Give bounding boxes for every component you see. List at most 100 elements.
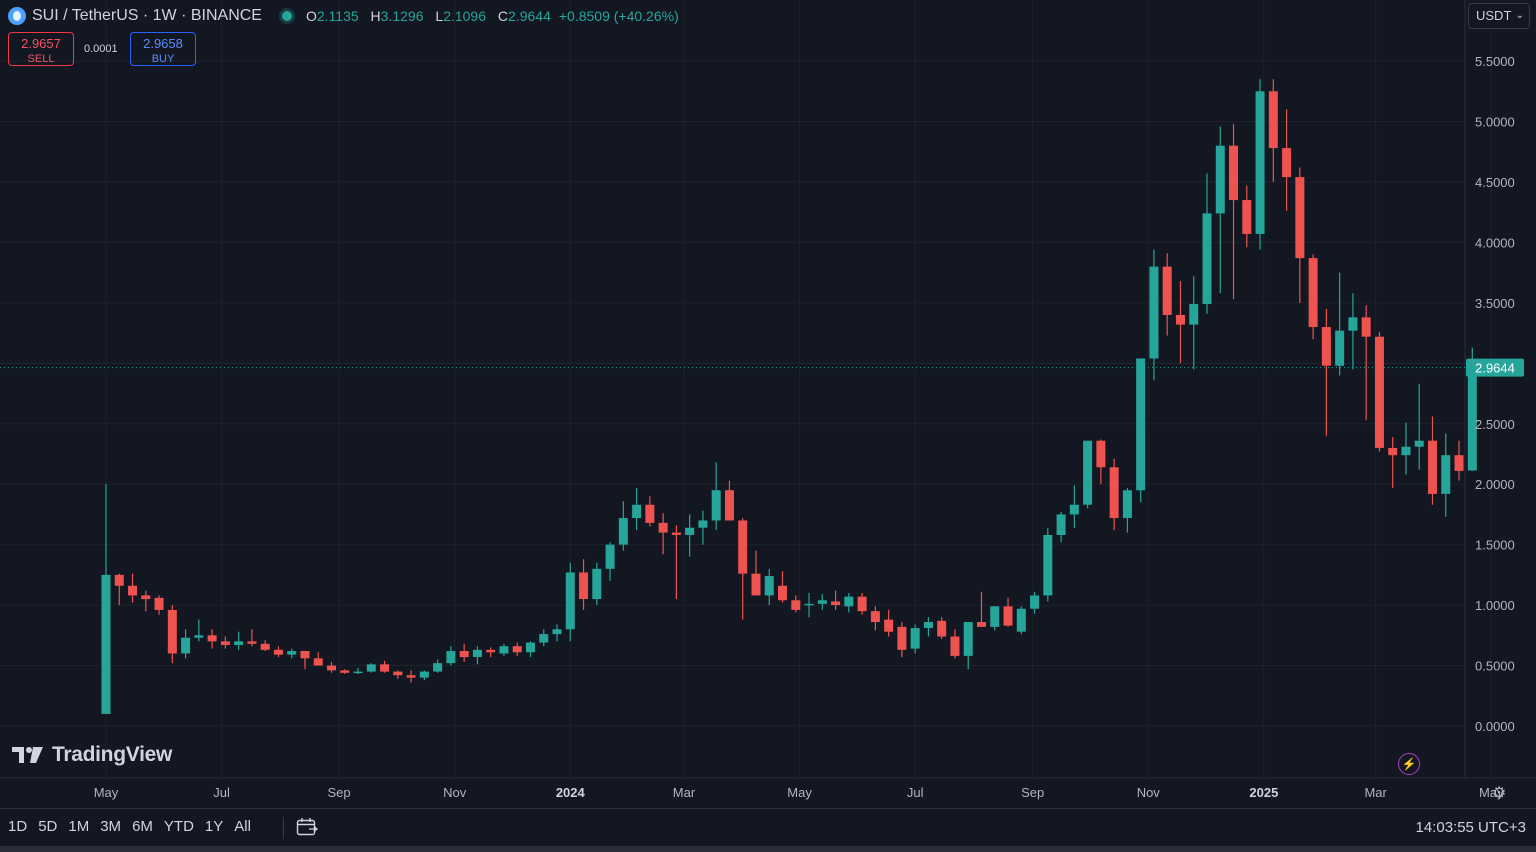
candle[interactable] — [990, 606, 1000, 631]
candle[interactable] — [658, 513, 668, 555]
candle[interactable] — [154, 595, 164, 615]
candle[interactable] — [804, 593, 814, 618]
candle[interactable] — [884, 609, 894, 637]
candle[interactable] — [698, 510, 708, 545]
range-3m[interactable]: 3M — [100, 818, 122, 835]
clock[interactable]: 14:03:55 UTC+3 — [1415, 819, 1527, 836]
candle[interactable] — [1083, 440, 1093, 509]
range-ytd[interactable]: YTD — [163, 818, 194, 835]
candle[interactable] — [234, 631, 244, 650]
candle[interactable] — [1056, 512, 1066, 543]
candle[interactable] — [1122, 487, 1132, 533]
candle[interactable] — [1162, 253, 1172, 336]
candle[interactable] — [181, 629, 191, 659]
candle[interactable] — [1428, 416, 1437, 505]
candle[interactable] — [897, 622, 907, 658]
candle[interactable] — [844, 593, 854, 613]
candle[interactable] — [671, 525, 681, 600]
candle[interactable] — [340, 669, 350, 675]
symbol-title[interactable]: SUI / TetherUS · 1W · BINANCE — [32, 7, 262, 24]
candle[interactable] — [327, 661, 337, 673]
candle[interactable] — [1136, 358, 1146, 503]
candle[interactable] — [1348, 293, 1358, 370]
candle[interactable] — [101, 484, 111, 714]
range-1m[interactable]: 1M — [68, 818, 90, 835]
candle[interactable] — [552, 624, 562, 642]
candle[interactable] — [1003, 597, 1013, 627]
range-all[interactable]: All — [234, 818, 251, 835]
candle[interactable] — [910, 624, 920, 654]
candle[interactable] — [711, 462, 721, 531]
candle[interactable] — [1388, 437, 1398, 488]
candle[interactable] — [817, 594, 827, 610]
candle[interactable] — [260, 640, 270, 652]
candle[interactable] — [1189, 276, 1199, 370]
candle[interactable] — [976, 591, 986, 627]
candle[interactable] — [499, 643, 509, 656]
candle[interactable] — [300, 651, 310, 670]
candle[interactable] — [1096, 439, 1106, 485]
candle[interactable] — [1109, 458, 1119, 531]
candle[interactable] — [565, 562, 575, 642]
range-1y[interactable]: 1Y — [204, 818, 224, 835]
candle[interactable] — [486, 647, 496, 658]
candle[interactable] — [220, 636, 230, 649]
candle[interactable] — [1401, 422, 1411, 475]
candle[interactable] — [1414, 383, 1424, 470]
candle[interactable] — [751, 550, 761, 596]
gear-icon[interactable]: ⚙ — [1492, 785, 1507, 802]
candle[interactable] — [685, 514, 695, 557]
buy-button[interactable]: 2.9658 BUY — [130, 32, 196, 66]
candle[interactable] — [114, 573, 124, 606]
candle[interactable] — [724, 480, 734, 521]
candle[interactable] — [831, 590, 841, 610]
candle[interactable] — [472, 646, 482, 665]
candle[interactable] — [1308, 254, 1318, 340]
candle[interactable] — [1202, 173, 1212, 314]
candle[interactable] — [579, 559, 589, 610]
candle[interactable] — [539, 629, 549, 647]
candle[interactable] — [1069, 485, 1079, 528]
candle[interactable] — [406, 670, 416, 683]
range-1d[interactable]: 1D — [8, 818, 28, 835]
candle[interactable] — [207, 629, 217, 649]
candle[interactable] — [645, 496, 655, 527]
candle[interactable] — [950, 629, 960, 659]
candle[interactable] — [605, 542, 615, 581]
candle[interactable] — [1242, 185, 1252, 248]
candle[interactable] — [419, 670, 429, 681]
candle[interactable] — [446, 646, 456, 666]
candle[interactable] — [167, 605, 177, 664]
candle[interactable] — [1374, 331, 1384, 452]
candle[interactable] — [1229, 123, 1239, 300]
candle[interactable] — [287, 648, 297, 659]
candle[interactable] — [632, 487, 642, 531]
calendar-range-icon[interactable] — [296, 817, 319, 842]
candle[interactable] — [1454, 440, 1464, 481]
candle[interactable] — [857, 593, 867, 615]
candle[interactable] — [393, 670, 403, 679]
candle[interactable] — [1215, 126, 1225, 294]
candle[interactable] — [380, 660, 390, 673]
sell-button[interactable]: 2.9657 SELL — [8, 32, 74, 66]
range-5d[interactable]: 5D — [38, 818, 58, 835]
candle[interactable] — [791, 595, 801, 613]
candle[interactable] — [1043, 527, 1053, 602]
candle[interactable] — [937, 617, 947, 639]
candle[interactable] — [778, 571, 788, 603]
candle[interactable] — [141, 590, 151, 612]
candle[interactable] — [870, 606, 880, 631]
range-6m[interactable]: 6M — [132, 818, 153, 835]
candle[interactable] — [1295, 167, 1305, 303]
candle[interactable] — [1361, 305, 1371, 421]
candle[interactable] — [247, 629, 257, 647]
candle[interactable] — [433, 659, 443, 673]
candle[interactable] — [1268, 79, 1278, 182]
candle[interactable] — [525, 641, 535, 658]
candle[interactable] — [1149, 249, 1159, 381]
candle[interactable] — [1255, 79, 1265, 250]
candle[interactable] — [313, 652, 323, 666]
candle[interactable] — [1016, 606, 1026, 635]
candle[interactable] — [194, 619, 204, 642]
candle[interactable] — [923, 617, 933, 637]
